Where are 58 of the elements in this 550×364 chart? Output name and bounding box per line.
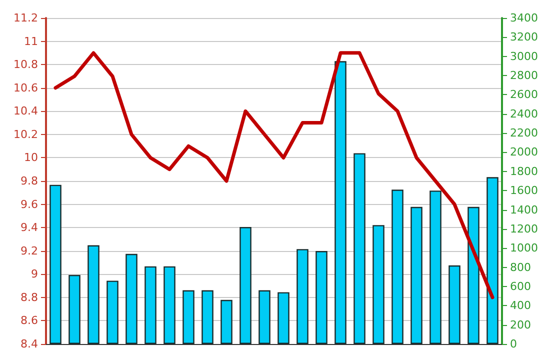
y2-tick-label: 2600: [510, 88, 538, 102]
y2-tick-label: 3400: [510, 12, 538, 24]
y-tick-label: 9.4: [20, 221, 38, 234]
y-tick-label: 9.2: [20, 244, 38, 258]
bar: [468, 206, 480, 344]
bar: [372, 225, 384, 344]
bar: [202, 290, 214, 344]
bar: [296, 249, 308, 344]
bar: [182, 290, 194, 344]
bar: [106, 280, 118, 344]
y-tick-label: 8.4: [20, 338, 38, 350]
line-series: [54, 51, 494, 300]
bar: [88, 245, 100, 344]
bar: [164, 266, 176, 344]
y2-tick-label: 1200: [510, 222, 538, 236]
y-tick-label: 10: [24, 151, 38, 164]
y2-tick-label: 3000: [510, 50, 538, 63]
y-tick-label: 8.6: [20, 314, 38, 328]
y-tick-label: 8.8: [20, 290, 38, 304]
y-tick-label: 10.6: [14, 81, 38, 94]
y-tick-label: 9.6: [20, 198, 38, 211]
bar: [448, 265, 460, 344]
y2-tick-label: 3200: [510, 30, 538, 44]
bar: [334, 61, 346, 344]
y2-tick-label: 1600: [510, 184, 538, 198]
bar: [410, 206, 422, 344]
bar: [126, 254, 138, 344]
y2-tick-label: 200: [510, 318, 531, 332]
bar: [240, 227, 252, 344]
y-tick-label: 10.8: [14, 58, 38, 72]
y2-tick-label: 2800: [510, 69, 538, 82]
y-tick-label: 9: [31, 268, 38, 281]
y2-tick-label: 800: [510, 260, 531, 274]
y2-tick-label: 600: [510, 280, 531, 293]
bar: [486, 177, 498, 344]
y2-tick-label: 400: [510, 299, 531, 312]
bar: [50, 184, 62, 344]
y2-tick-label: 1400: [510, 203, 538, 216]
y2-tick-label: 2400: [510, 107, 538, 120]
y-tick-label: 10.2: [14, 128, 38, 141]
bar: [144, 266, 156, 344]
y2-tick-label: 2000: [510, 146, 538, 159]
y2-tick-label: 0: [510, 338, 517, 350]
bar: [278, 292, 290, 344]
y-tick-label: 9.8: [20, 174, 38, 188]
y2-tick-label: 1000: [510, 242, 538, 255]
bar: [220, 300, 232, 344]
bar: [392, 190, 404, 344]
y-tick-label: 11: [24, 34, 38, 48]
y-tick-label: 10.4: [14, 104, 38, 118]
bar: [354, 153, 366, 344]
y2-tick-label: 2200: [510, 126, 538, 140]
bar: [68, 274, 80, 344]
bar: [430, 190, 442, 344]
y2-tick-label: 1800: [510, 164, 538, 178]
bar: [258, 290, 270, 344]
y-tick-label: 11.2: [14, 12, 38, 24]
bar: [316, 250, 328, 344]
